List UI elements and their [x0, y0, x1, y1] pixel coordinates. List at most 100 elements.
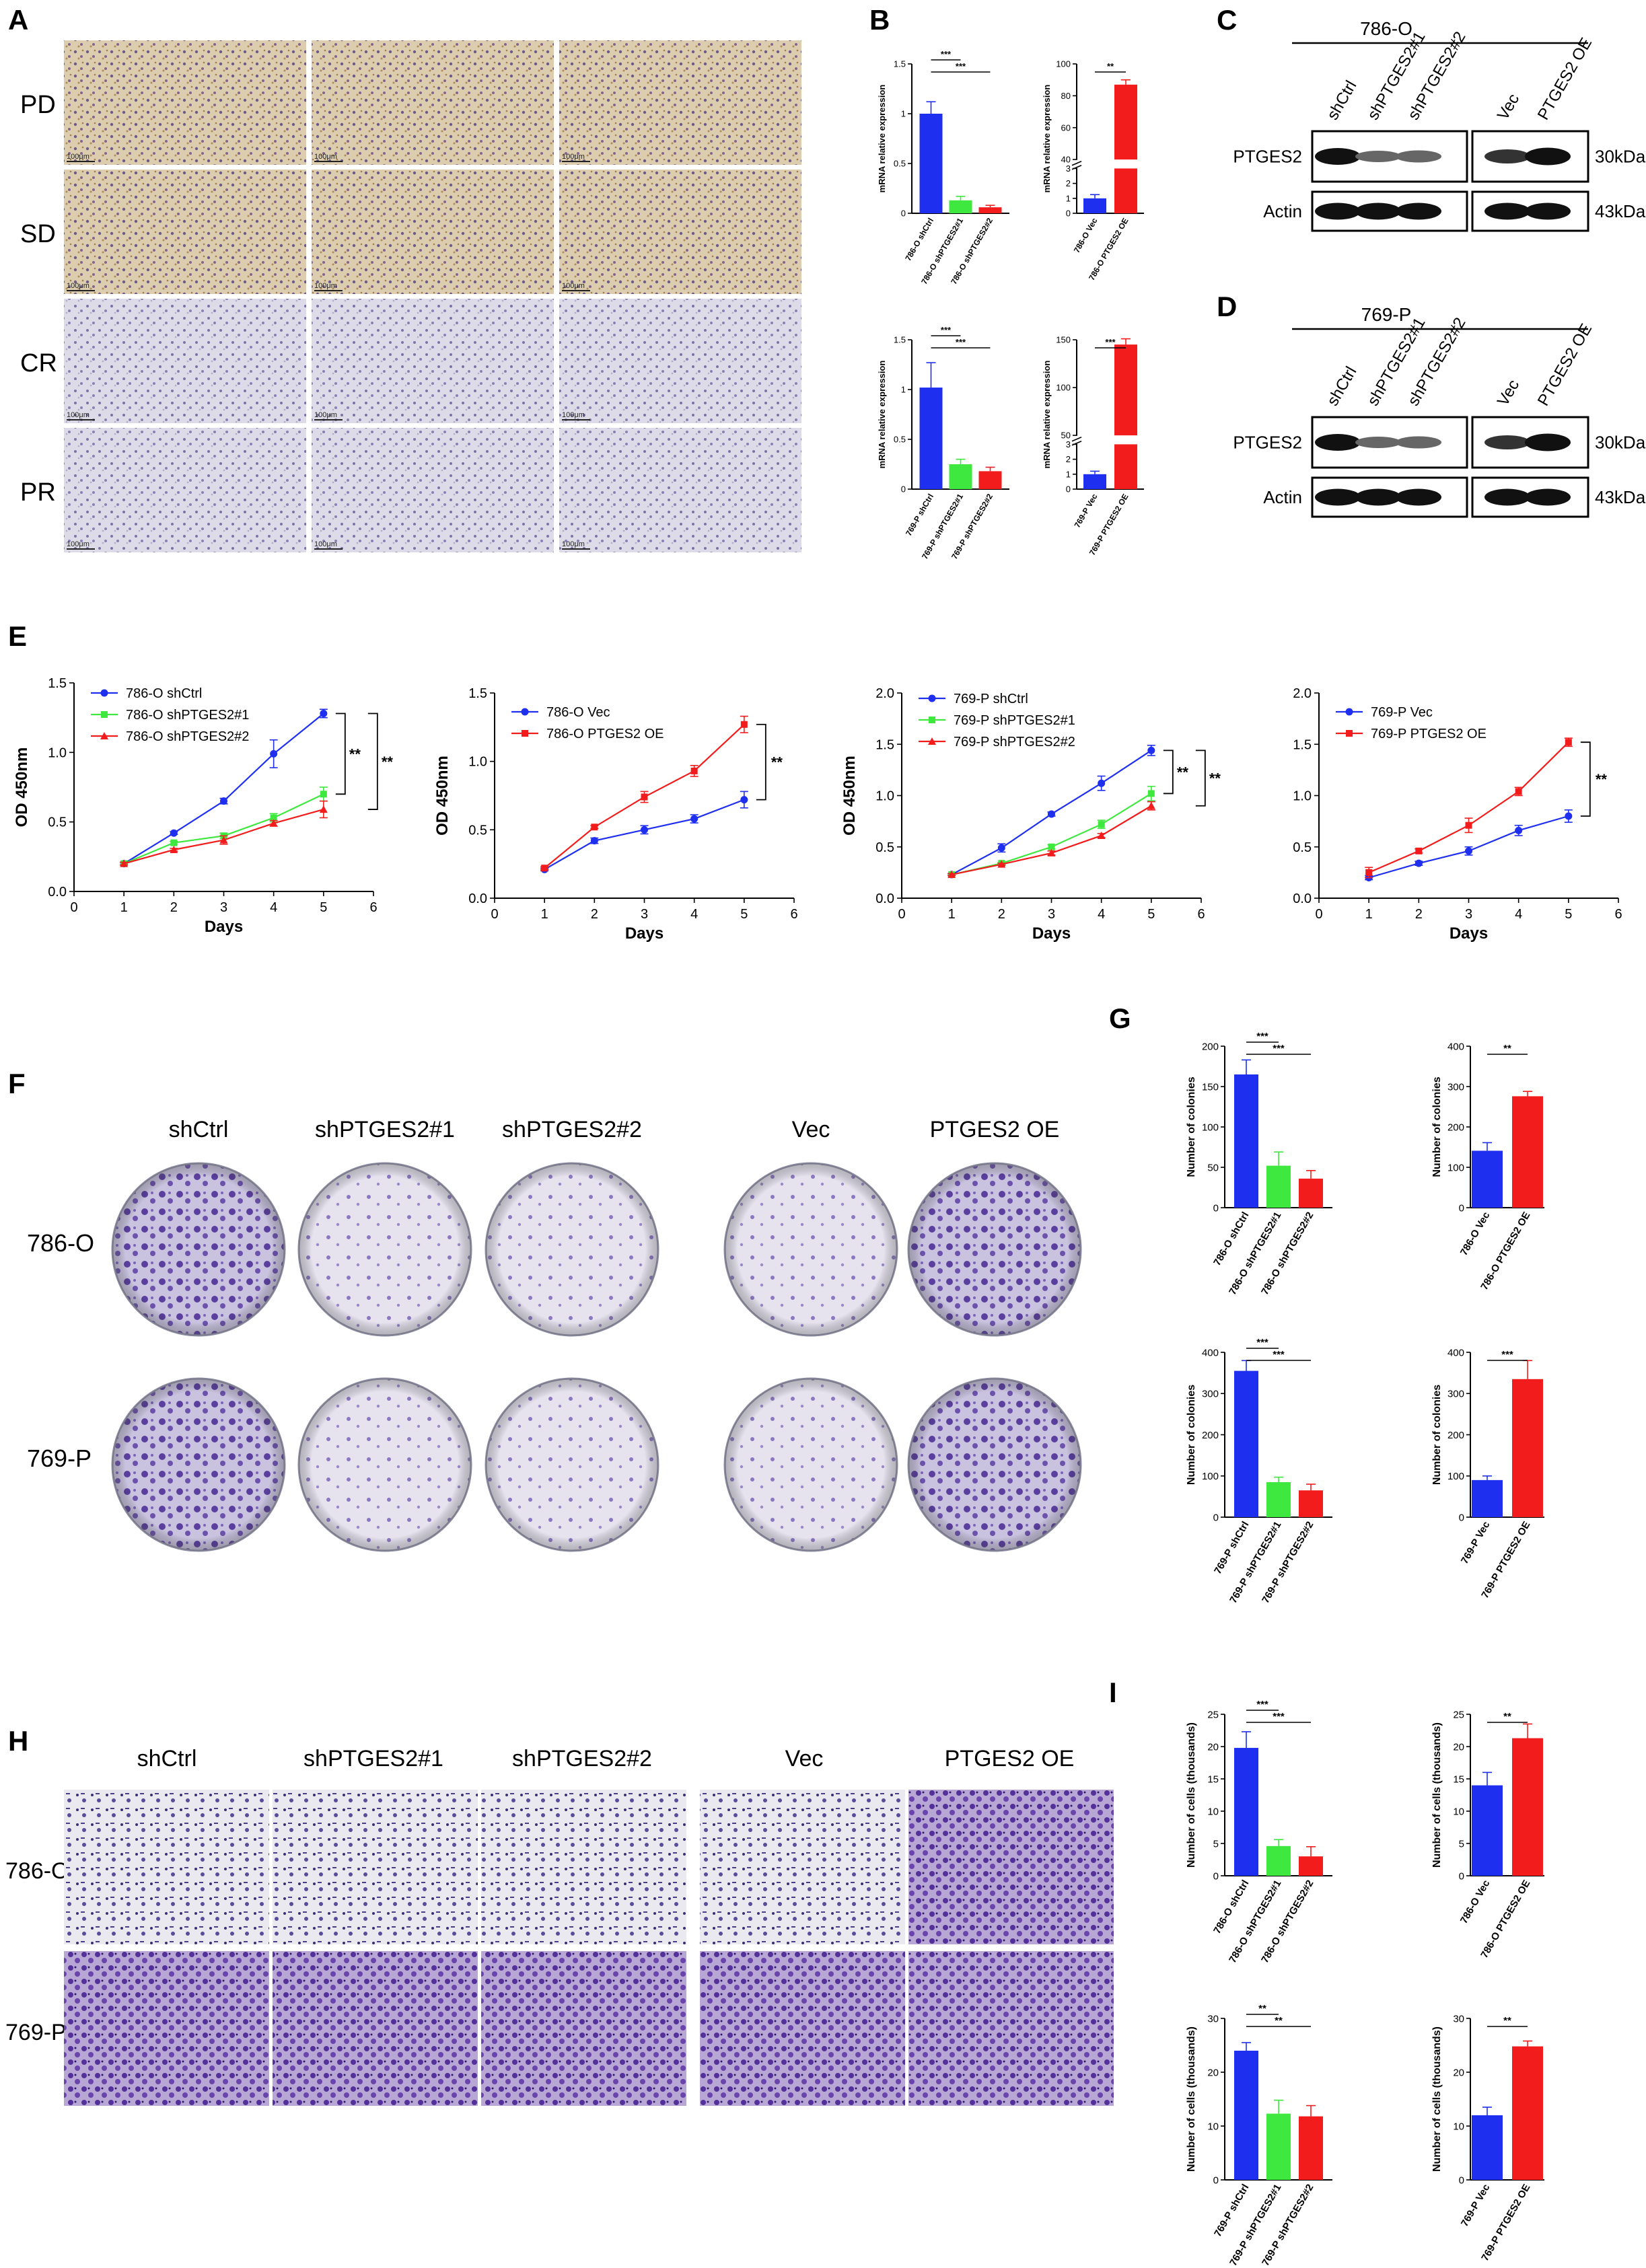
ihc-row-sd — [64, 170, 801, 294]
data-point — [1048, 810, 1055, 818]
transwell-image — [273, 1790, 478, 1944]
chart-b2: 0 1 2 340 60 80 100 mRNA relative expression 786… — [1042, 59, 1144, 282]
y-tick-label: 3 — [1066, 439, 1071, 449]
scale-bar-label: 100μm — [314, 153, 337, 161]
data-point — [928, 694, 936, 702]
x-tick-label: 0 — [70, 900, 77, 915]
panel-letter-b: B — [869, 4, 890, 36]
y-tick-label: 10 — [1207, 2121, 1219, 2132]
x-tick-label: 4 — [690, 907, 698, 922]
ihc-image — [559, 428, 801, 552]
data-point — [740, 721, 748, 728]
data-point — [100, 732, 108, 739]
scale-bar-label: 100μm — [562, 540, 585, 548]
data-point — [690, 815, 699, 823]
y-axis-label: mRNA relative expression — [877, 85, 887, 193]
transwell-image — [700, 1790, 905, 1944]
bar — [1234, 1747, 1258, 1876]
data-point — [1147, 746, 1155, 754]
data-point — [590, 837, 598, 845]
y-tick-label: 25 — [1453, 1709, 1464, 1720]
colony-row-label: 786-O — [27, 1229, 94, 1257]
x-tick-label: 0 — [1315, 907, 1322, 922]
series-line — [951, 793, 1152, 875]
y-tick-label: 1 — [1066, 193, 1071, 203]
y-axis-label: mRNA relative expression — [877, 361, 887, 469]
ihc-row-cr — [64, 299, 801, 423]
x-tick-label: 5 — [1565, 907, 1572, 922]
data-point — [1047, 848, 1056, 856]
size-label: 43kDa — [1595, 487, 1646, 507]
bar — [978, 207, 1002, 213]
data-point — [170, 829, 178, 837]
bar — [919, 114, 943, 213]
y-tick-label: 0.5 — [894, 159, 906, 169]
x-tick-label: 5 — [740, 907, 748, 922]
data-point — [591, 824, 598, 831]
y-tick-label: 1 — [1066, 469, 1071, 479]
data-point — [947, 870, 956, 878]
y-tick-label: 10 — [1207, 1806, 1219, 1817]
y-tick-label: 1.5 — [48, 676, 67, 691]
data-point — [320, 709, 328, 717]
chart-g2: 0 100 200 300 400 Number of colonies 786-O Vec… — [1431, 1041, 1544, 1292]
y-axis-label: OD 450nm — [433, 756, 452, 836]
data-point — [1465, 821, 1472, 829]
ihc-image — [559, 299, 801, 423]
y-tick-label: 1 — [901, 109, 906, 119]
ihc-row-label: PD — [20, 91, 56, 119]
y-axis-label: OD 450nm — [13, 747, 31, 828]
significance-bracket — [1580, 741, 1591, 817]
data-point — [1147, 790, 1155, 797]
y-tick-label: 200 — [1447, 1122, 1464, 1133]
data-point — [219, 836, 228, 844]
y-tick-label: 2.0 — [1293, 686, 1312, 701]
panel-letter-f: F — [8, 1068, 26, 1099]
ihc-image — [312, 428, 554, 552]
bar — [1266, 2113, 1291, 2180]
colony-col-label: Vec — [792, 1117, 830, 1142]
size-label: 43kDa — [1595, 201, 1646, 221]
y-tick-label: 1.0 — [875, 789, 894, 804]
significance-label: *** — [941, 325, 952, 335]
bar — [1299, 1490, 1323, 1517]
panel-letter-a: A — [8, 4, 28, 36]
x-tick-label: 3 — [1048, 907, 1055, 922]
panel-letter-i: I — [1109, 1677, 1117, 1708]
bar — [1266, 1845, 1291, 1876]
panel-letter-d: D — [1217, 291, 1237, 322]
x-tick-label: 6 — [1197, 907, 1205, 922]
ihc-image — [312, 170, 554, 294]
colony-col-label: PTGES2 OE — [930, 1117, 1060, 1142]
bar — [1234, 1074, 1258, 1208]
y-tick-label: 30 — [1453, 2013, 1464, 2024]
x-tick-label: 1 — [541, 907, 548, 922]
x-tick-label: 3 — [641, 907, 648, 922]
bar — [1266, 1165, 1291, 1208]
blot-band — [1355, 151, 1401, 162]
lane-label: PTGES2 OE — [1534, 35, 1596, 123]
y-tick-label: 80 — [1061, 91, 1071, 101]
chart-i2: 0 5 10 15 20 25 Number of cells (thousands) 786… — [1431, 1709, 1544, 1960]
transwell-col-label: shPTGES2#1 — [303, 1746, 443, 1771]
y-tick-label: 0 — [1213, 2174, 1219, 2186]
significance-label: ** — [1209, 770, 1221, 787]
y-tick-label: 50 — [1061, 431, 1071, 441]
dish-rim — [486, 1379, 658, 1551]
dish-rim — [299, 1379, 471, 1551]
bar — [1234, 2051, 1258, 2180]
bar — [1472, 1785, 1503, 1876]
significance-label: *** — [1273, 1043, 1285, 1054]
significance-label: ** — [382, 754, 394, 770]
data-point — [928, 737, 936, 745]
ihc-image — [312, 40, 554, 165]
cell-line-label: 786-O — [1360, 18, 1412, 39]
y-tick-label: 60 — [1061, 122, 1071, 133]
x-tick-label: 2 — [591, 907, 598, 922]
blot-band — [1396, 488, 1441, 506]
ihc-row-pd — [64, 40, 801, 165]
y-tick-label: 100 — [1202, 1471, 1219, 1482]
y-tick-label: 5 — [1213, 1838, 1219, 1850]
ihc-image — [64, 299, 306, 423]
